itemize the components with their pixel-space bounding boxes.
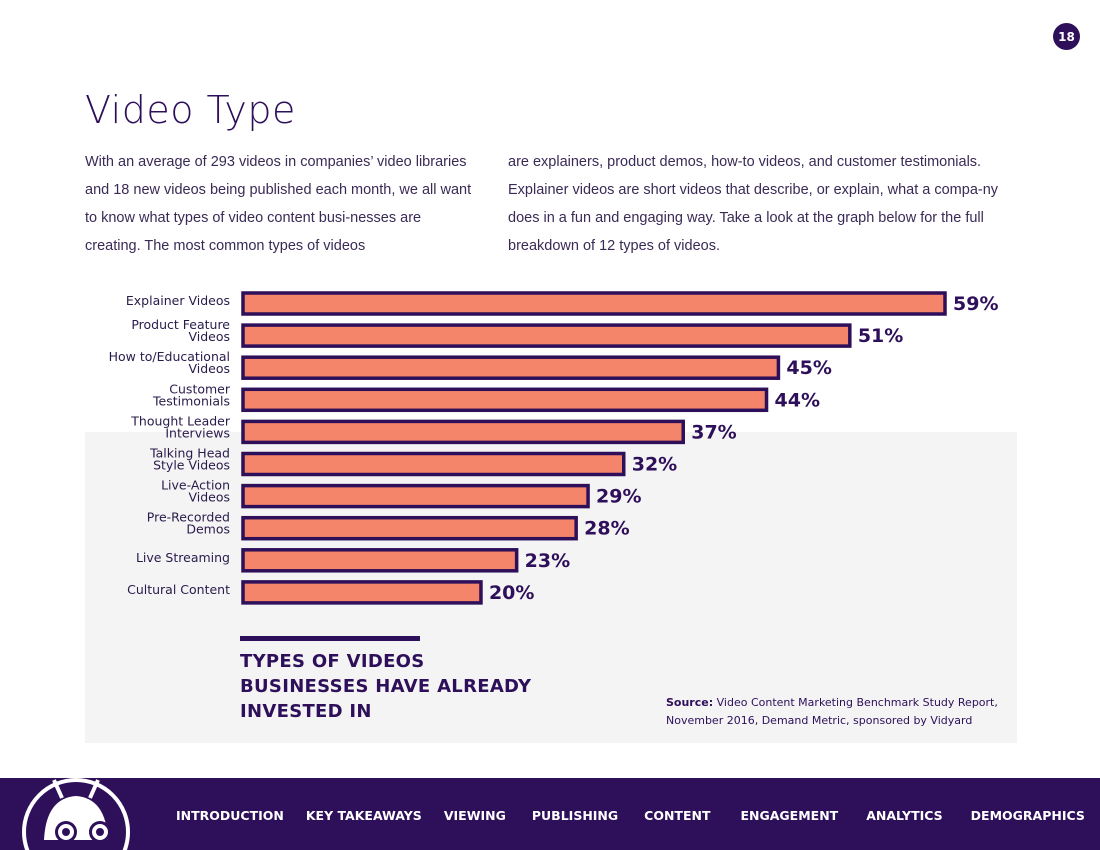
value-label-7: 28%	[584, 518, 629, 540]
bar-9	[241, 580, 483, 605]
value-label-2: 45%	[786, 357, 831, 379]
footer-nav: INTRODUCTION KEY TAKEAWAYS VIEWING PUBLI…	[176, 808, 1100, 823]
category-label-2: How to/Educational Videos	[109, 349, 230, 376]
nav-item-analytics[interactable]: ANALYTICS	[866, 808, 943, 823]
bar-0	[241, 291, 947, 316]
bar-chart: 59% Explainer Videos 51% Product Feature Vid…	[109, 291, 998, 605]
value-label-5: 32%	[632, 454, 677, 476]
footer-nav-bar: INTRODUCTION KEY TAKEAWAYS VIEWING PUBLI…	[0, 778, 1100, 850]
category-label-6: Live-Action Videos	[161, 478, 230, 505]
bar-2	[241, 355, 781, 380]
value-label-3: 44%	[775, 389, 820, 411]
nav-item-key-takeaways[interactable]: KEY TAKEAWAYS	[305, 808, 422, 823]
chart-background-panel	[85, 432, 1017, 743]
chart-title: TYPES OF VIDEOS BUSINESSES HAVE ALREADY …	[240, 651, 532, 722]
bar-6	[241, 483, 590, 509]
category-label-7: Pre-Recorded Demos	[147, 510, 230, 537]
source-text: Video Content Marketing Benchmark Study …	[666, 696, 998, 727]
page-title: Video Type	[85, 88, 296, 132]
nav-item-publishing[interactable]: PUBLISHING	[531, 808, 619, 823]
bar-5	[241, 451, 626, 477]
value-label-1: 51%	[858, 325, 903, 347]
bar-4	[241, 419, 685, 445]
value-label-9: 20%	[489, 582, 534, 604]
robot-mascot-icon	[22, 778, 130, 850]
nav-item-viewing[interactable]: VIEWING	[443, 808, 506, 823]
intro-text-right: are explainers, product demos, how-to vi…	[508, 154, 999, 254]
value-label-8: 23%	[525, 550, 570, 572]
category-label-0: Explainer Videos	[126, 293, 230, 308]
category-label-1: Product Feature Videos	[131, 317, 230, 344]
chart-title-rule	[240, 636, 420, 641]
intro-text-left: With an average of 293 videos in compani…	[85, 154, 472, 254]
page-number-badge: 18	[1053, 23, 1080, 50]
source-note: Source: Video Content Marketing Benchmar…	[666, 694, 1026, 730]
bar-7	[241, 515, 578, 541]
category-label-5: Talking Head Style Videos	[149, 446, 230, 473]
value-label-6: 29%	[596, 486, 641, 508]
category-label-4: Thought Leader Interviews	[130, 413, 231, 440]
value-label-4: 37%	[691, 421, 736, 443]
source-label: Source:	[666, 696, 714, 709]
category-label-8: Live Streaming	[136, 550, 230, 565]
category-label-3: Customer Testimonials	[152, 381, 231, 408]
bar-8	[241, 548, 519, 573]
nav-item-content[interactable]: CONTENT	[644, 808, 711, 823]
category-label-9: Cultural Content	[127, 582, 230, 597]
value-label-0: 59%	[953, 293, 998, 315]
bar-1	[241, 323, 852, 348]
nav-item-engagement[interactable]: ENGAGEMENT	[740, 808, 839, 823]
nav-item-demographics[interactable]: DEMOGRAPHICS	[970, 808, 1085, 823]
nav-item-introduction[interactable]: INTRODUCTION	[176, 808, 284, 823]
bar-3	[241, 387, 769, 413]
